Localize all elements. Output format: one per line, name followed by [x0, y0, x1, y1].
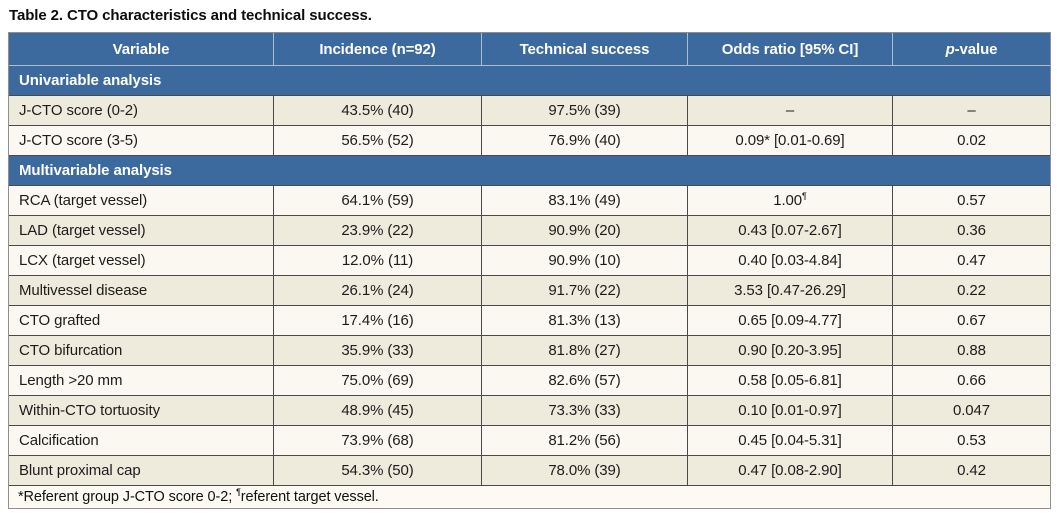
- section-label: Univariable analysis: [9, 66, 1050, 96]
- column-header-variable: Variable: [9, 33, 274, 66]
- pilcrow-marker: ¶: [802, 191, 807, 201]
- cell-variable: Length >20 mm: [9, 366, 274, 396]
- column-header-label: Odds ratio [95% CI]: [721, 40, 859, 58]
- cell-p-value: 0.22: [893, 276, 1050, 306]
- table-row: CTO bifurcation 35.9% (33) 81.8% (27) 0.90 …: [9, 336, 1050, 366]
- table-row: LCX (target vessel) 12.0% (11) 90.9% (10) 0…: [9, 246, 1050, 276]
- section-row: Multivariable analysis: [9, 156, 1050, 186]
- page: Table 2. CTO characteristics and technic…: [0, 7, 1057, 509]
- cell-variable: RCA (target vessel): [9, 186, 274, 216]
- table-row: J-CTO score (0-2) 43.5% (40) 97.5% (39) – –: [9, 96, 1050, 126]
- table-row: Length >20 mm 75.0% (69) 82.6% (57) 0.58 [0…: [9, 366, 1050, 396]
- cell-variable: J-CTO score (0-2): [9, 96, 274, 126]
- cell-odds-ratio: –: [688, 96, 893, 126]
- cell-incidence: 43.5% (40): [274, 96, 482, 126]
- column-header-label: Variable: [112, 40, 170, 58]
- section-label: Multivariable analysis: [9, 156, 1050, 186]
- cell-variable: LCX (target vessel): [9, 246, 274, 276]
- cell-p-value: 0.67: [893, 306, 1050, 336]
- cell-incidence: 56.5% (52): [274, 126, 482, 156]
- cell-technical-success: 81.2% (56): [482, 426, 688, 456]
- cell-p-value: 0.88: [893, 336, 1050, 366]
- column-header-incidence: Incidence (n=92): [274, 33, 482, 66]
- footnote-text: *Referent group J-CTO score 0-2; ¶refere…: [9, 486, 1050, 508]
- cell-incidence: 17.4% (16): [274, 306, 482, 336]
- header-row: Variable Incidence (n=92) Technical succes…: [9, 33, 1050, 66]
- cell-odds-ratio: 0.45 [0.04-5.31]: [688, 426, 893, 456]
- cell-technical-success: 78.0% (39): [482, 456, 688, 486]
- cell-odds-ratio: 0.58 [0.05-6.81]: [688, 366, 893, 396]
- cell-p-value: 0.53: [893, 426, 1050, 456]
- cell-incidence: 73.9% (68): [274, 426, 482, 456]
- cell-p-value: 0.57: [893, 186, 1050, 216]
- table-row: LAD (target vessel) 23.9% (22) 90.9% (20) 0…: [9, 216, 1050, 246]
- table-row: Multivessel disease 26.1% (24) 91.7% (22) 3…: [9, 276, 1050, 306]
- cell-incidence: 75.0% (69): [274, 366, 482, 396]
- cell-incidence: 35.9% (33): [274, 336, 482, 366]
- section-row: Univariable analysis: [9, 66, 1050, 96]
- cell-variable: Within-CTO tortuosity: [9, 396, 274, 426]
- cell-technical-success: 76.9% (40): [482, 126, 688, 156]
- cell-p-value: 0.66: [893, 366, 1050, 396]
- cto-characteristics-table: Variable Incidence (n=92) Technical succes…: [8, 32, 1051, 509]
- cell-odds-ratio: 0.90 [0.20-3.95]: [688, 336, 893, 366]
- cell-technical-success: 82.6% (57): [482, 366, 688, 396]
- column-header-p-value: p-value: [893, 33, 1050, 66]
- cell-odds-ratio: 0.09* [0.01-0.69]: [688, 126, 893, 156]
- cell-variable: J-CTO score (3-5): [9, 126, 274, 156]
- cell-odds-ratio: 3.53 [0.47-26.29]: [688, 276, 893, 306]
- cell-technical-success: 90.9% (10): [482, 246, 688, 276]
- pilcrow-marker: ¶: [236, 487, 241, 498]
- cell-odds-ratio: 0.65 [0.09-4.77]: [688, 306, 893, 336]
- cell-incidence: 48.9% (45): [274, 396, 482, 426]
- column-header-label: -value: [954, 40, 998, 58]
- cell-technical-success: 91.7% (22): [482, 276, 688, 306]
- cell-p-value: 0.02: [893, 126, 1050, 156]
- cell-p-value: 0.47: [893, 246, 1050, 276]
- cell-p-value: 0.047: [893, 396, 1050, 426]
- cell-variable: LAD (target vessel): [9, 216, 274, 246]
- table-row: Blunt proximal cap 54.3% (50) 78.0% (39) 0.…: [9, 456, 1050, 486]
- cell-incidence: 26.1% (24): [274, 276, 482, 306]
- cell-odds-ratio: 0.40 [0.03-4.84]: [688, 246, 893, 276]
- cell-technical-success: 81.3% (13): [482, 306, 688, 336]
- table-row: Calcification 73.9% (68) 81.2% (56) 0.45 [0…: [9, 426, 1050, 456]
- cell-odds-ratio: 0.43 [0.07-2.67]: [688, 216, 893, 246]
- cell-variable: Multivessel disease: [9, 276, 274, 306]
- cell-incidence: 64.1% (59): [274, 186, 482, 216]
- cell-odds-ratio: 1.00¶: [688, 186, 893, 216]
- cell-technical-success: 83.1% (49): [482, 186, 688, 216]
- cell-variable: Calcification: [9, 426, 274, 456]
- cell-p-value: 0.42: [893, 456, 1050, 486]
- footnote-row: *Referent group J-CTO score 0-2; ¶refere…: [9, 486, 1050, 508]
- column-header-technical-success: Technical success: [482, 33, 688, 66]
- cell-variable: Blunt proximal cap: [9, 456, 274, 486]
- cell-p-value: –: [893, 96, 1050, 126]
- cell-technical-success: 81.8% (27): [482, 336, 688, 366]
- cell-variable: CTO grafted: [9, 306, 274, 336]
- cell-incidence: 12.0% (11): [274, 246, 482, 276]
- cell-p-value: 0.36: [893, 216, 1050, 246]
- cell-technical-success: 97.5% (39): [482, 96, 688, 126]
- column-header-odds-ratio: Odds ratio [95% CI]: [688, 33, 893, 66]
- column-header-label: Technical success: [519, 40, 650, 58]
- cell-odds-ratio: 0.10 [0.01-0.97]: [688, 396, 893, 426]
- cell-incidence: 54.3% (50): [274, 456, 482, 486]
- table-title: Table 2. CTO characteristics and technic…: [9, 7, 372, 24]
- table-row: CTO grafted 17.4% (16) 81.3% (13) 0.65 [0.0…: [9, 306, 1050, 336]
- column-header-label: Incidence (n=92): [319, 40, 436, 58]
- cell-technical-success: 73.3% (33): [482, 396, 688, 426]
- cell-technical-success: 90.9% (20): [482, 216, 688, 246]
- cell-odds-ratio: 0.47 [0.08-2.90]: [688, 456, 893, 486]
- table-row: J-CTO score (3-5) 56.5% (52) 76.9% (40) 0.0…: [9, 126, 1050, 156]
- table-row: Within-CTO tortuosity 48.9% (45) 73.3% (33…: [9, 396, 1050, 426]
- table-row: RCA (target vessel) 64.1% (59) 83.1% (49) 1…: [9, 186, 1050, 216]
- cell-incidence: 23.9% (22): [274, 216, 482, 246]
- cell-variable: CTO bifurcation: [9, 336, 274, 366]
- column-header-label-italic: p: [945, 40, 955, 58]
